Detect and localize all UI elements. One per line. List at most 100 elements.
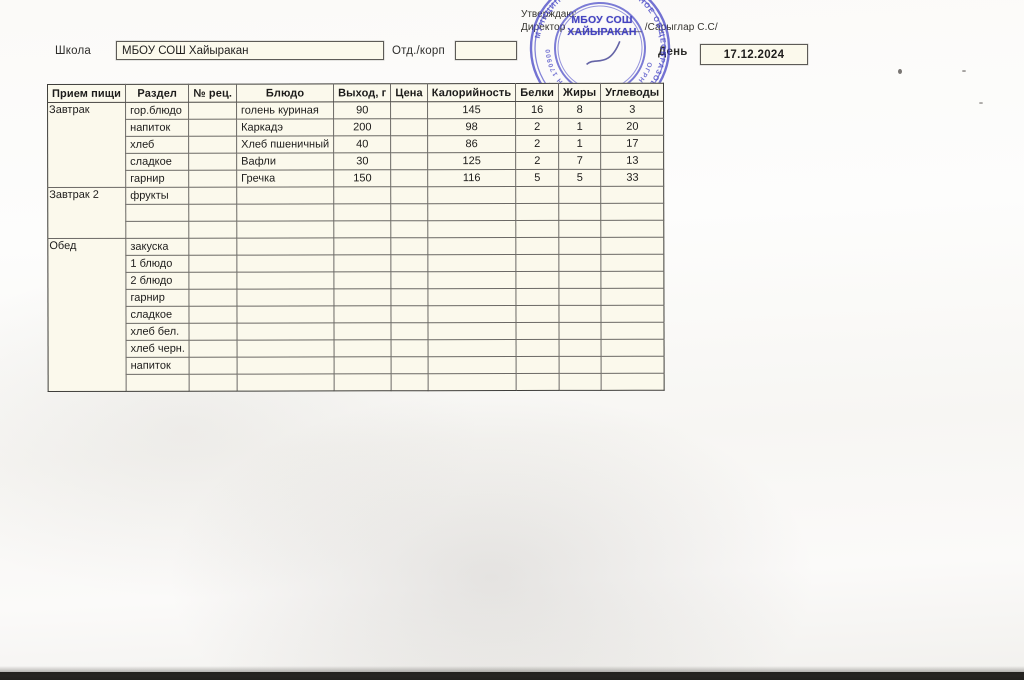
cell-vyhod[interactable] (333, 254, 392, 272)
cell-uglevody[interactable]: 33 (600, 169, 664, 187)
cell-dish[interactable] (236, 254, 334, 273)
cell-razdel[interactable]: закуска (125, 238, 190, 256)
cell-vyhod[interactable] (334, 356, 392, 374)
cell-cena[interactable] (391, 254, 428, 272)
cell-uglevody[interactable] (601, 237, 665, 255)
cell-kcal[interactable]: 116 (427, 169, 516, 187)
cell-belki[interactable] (516, 220, 559, 238)
cell-kcal[interactable] (427, 237, 517, 255)
cell-razdel[interactable]: хлеб черн. (126, 340, 190, 358)
cell-razdel[interactable] (125, 204, 190, 222)
cell-kcal[interactable] (427, 305, 517, 323)
cell-belki[interactable] (516, 305, 560, 323)
cell-dish[interactable] (236, 203, 334, 222)
cell-cena[interactable] (390, 118, 428, 136)
cell-vyhod[interactable] (333, 271, 392, 289)
cell-dish[interactable] (237, 356, 335, 375)
meal-cell[interactable]: Обед (47, 238, 127, 392)
cell-vyhod[interactable]: 40 (333, 135, 391, 153)
cell-rec[interactable] (189, 170, 237, 188)
cell-razdel[interactable] (126, 374, 190, 392)
cell-razdel[interactable]: фрукты (125, 187, 190, 205)
cell-vyhod[interactable] (334, 305, 392, 323)
cell-cena[interactable] (391, 339, 428, 357)
cell-rec[interactable] (189, 323, 238, 341)
cell-cena[interactable] (391, 203, 428, 221)
cell-uglevody[interactable] (600, 186, 665, 204)
cell-cena[interactable] (391, 271, 428, 289)
cell-belki[interactable] (516, 373, 560, 391)
cell-razdel[interactable]: сладкое (125, 306, 190, 324)
cell-vyhod[interactable]: 200 (333, 118, 391, 136)
cell-kcal[interactable] (427, 373, 517, 391)
cell-vyhod[interactable] (334, 339, 392, 357)
cell-dish[interactable]: Гречка (236, 169, 334, 188)
cell-belki[interactable]: 2 (515, 135, 559, 153)
cell-rec[interactable] (189, 357, 238, 375)
cell-uglevody[interactable] (601, 271, 665, 289)
cell-vyhod[interactable] (333, 203, 392, 221)
cell-uglevody[interactable] (601, 220, 665, 238)
cell-dish[interactable] (237, 339, 335, 358)
meal-cell[interactable]: Завтрак (47, 102, 126, 188)
cell-belki[interactable] (516, 271, 559, 289)
cell-uglevody[interactable] (601, 254, 665, 272)
cell-uglevody[interactable] (601, 288, 665, 306)
cell-rec[interactable] (189, 306, 237, 324)
cell-cena[interactable] (391, 186, 428, 204)
cell-kcal[interactable] (427, 254, 517, 272)
department-field[interactable] (455, 41, 517, 60)
cell-uglevody[interactable] (601, 339, 665, 357)
cell-dish[interactable]: Вафли (236, 152, 334, 171)
cell-uglevody[interactable] (601, 373, 665, 391)
cell-uglevody[interactable]: 20 (600, 118, 664, 136)
cell-razdel[interactable]: хлеб бел. (126, 323, 190, 341)
cell-dish[interactable] (236, 237, 334, 256)
cell-cena[interactable] (390, 101, 428, 119)
cell-zhiry[interactable] (558, 220, 602, 238)
cell-kcal[interactable] (427, 356, 517, 374)
cell-belki[interactable]: 2 (515, 152, 559, 170)
cell-belki[interactable] (515, 186, 559, 204)
meal-cell[interactable]: Завтрак 2 (47, 187, 126, 239)
cell-rec[interactable] (189, 204, 237, 222)
cell-zhiry[interactable] (558, 186, 601, 204)
cell-rec[interactable] (188, 102, 237, 120)
cell-vyhod[interactable]: 90 (333, 101, 391, 119)
cell-kcal[interactable]: 145 (427, 101, 516, 119)
cell-belki[interactable] (516, 322, 560, 340)
cell-kcal[interactable] (427, 322, 517, 340)
cell-dish[interactable] (237, 373, 335, 392)
cell-zhiry[interactable]: 1 (558, 118, 601, 136)
cell-razdel[interactable]: сладкое (125, 153, 190, 171)
cell-rec[interactable] (189, 221, 237, 239)
cell-rec[interactable] (189, 255, 237, 273)
cell-cena[interactable] (391, 220, 428, 238)
cell-dish[interactable] (236, 271, 334, 290)
cell-razdel[interactable] (125, 221, 190, 239)
cell-zhiry[interactable] (559, 373, 602, 391)
cell-rec[interactable] (189, 136, 237, 154)
cell-rec[interactable] (189, 289, 237, 307)
cell-cena[interactable] (390, 135, 428, 153)
cell-uglevody[interactable]: 17 (600, 135, 664, 153)
cell-belki[interactable]: 16 (515, 101, 559, 119)
cell-zhiry[interactable]: 7 (558, 152, 601, 170)
cell-vyhod[interactable] (333, 220, 392, 238)
cell-dish[interactable]: Каркадэ (236, 118, 334, 137)
cell-razdel[interactable]: гарнир (125, 170, 190, 188)
cell-razdel[interactable]: хлеб (125, 136, 190, 154)
school-field[interactable]: МБОУ СОШ Хайыракан (116, 41, 384, 60)
cell-zhiry[interactable] (558, 237, 602, 255)
cell-zhiry[interactable] (558, 203, 602, 221)
cell-kcal[interactable] (427, 339, 517, 357)
cell-zhiry[interactable] (559, 356, 602, 374)
cell-belki[interactable]: 2 (515, 118, 559, 136)
cell-belki[interactable] (515, 203, 559, 221)
cell-uglevody[interactable] (601, 356, 665, 374)
cell-uglevody[interactable] (600, 203, 665, 221)
cell-belki[interactable] (516, 237, 559, 255)
cell-razdel[interactable]: гарнир (125, 289, 190, 307)
cell-belki[interactable]: 5 (515, 169, 559, 187)
cell-zhiry[interactable]: 5 (558, 169, 601, 187)
